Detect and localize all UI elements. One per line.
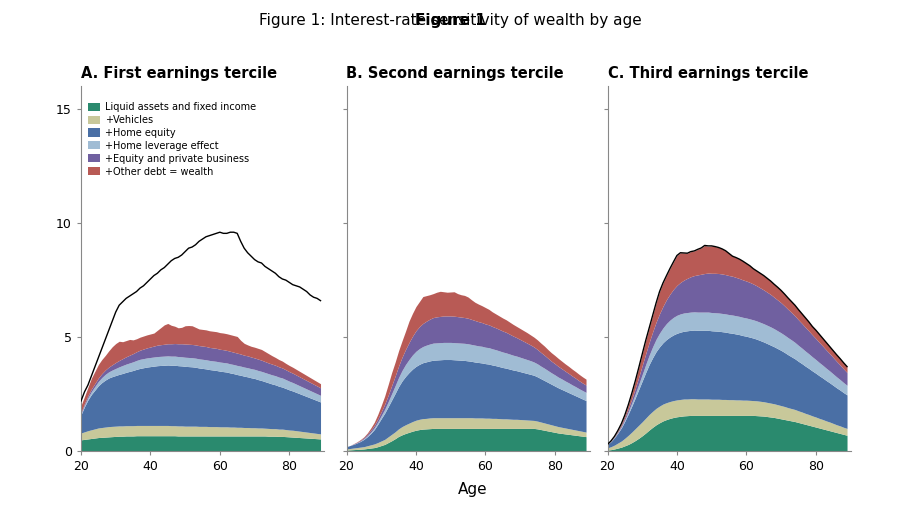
Text: Age: Age bbox=[458, 482, 487, 497]
Legend: Liquid assets and fixed income, +Vehicles, +Home equity, +Home leverage effect, : Liquid assets and fixed income, +Vehicle… bbox=[88, 102, 256, 176]
Text: A. First earnings tercile: A. First earnings tercile bbox=[81, 66, 277, 81]
Text: Figure 1: Figure 1 bbox=[415, 13, 485, 28]
Text: Figure 1: Interest-rate sensitivity of wealth by age: Figure 1: Interest-rate sensitivity of w… bbox=[258, 13, 642, 28]
Text: B. Second earnings tercile: B. Second earnings tercile bbox=[346, 66, 564, 81]
Text: C. Third earnings tercile: C. Third earnings tercile bbox=[608, 66, 808, 81]
